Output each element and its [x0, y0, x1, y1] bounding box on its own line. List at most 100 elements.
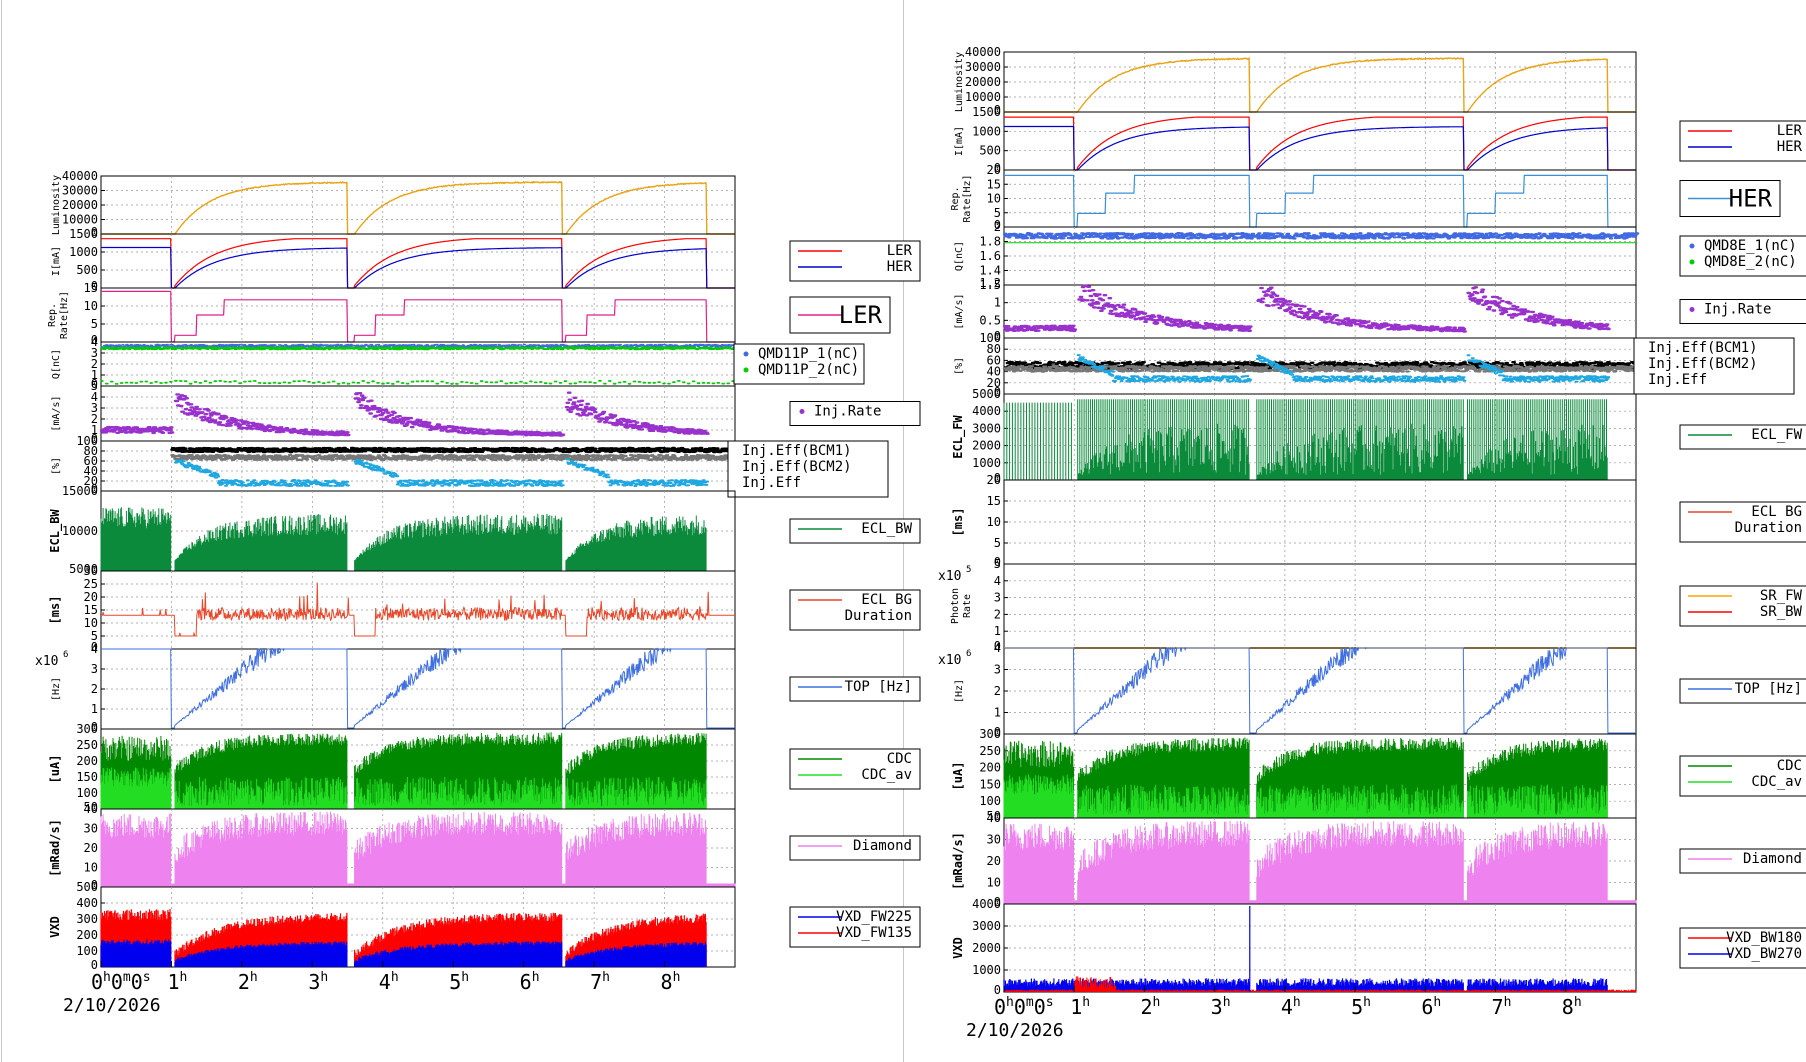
y-tick-label: 30 — [987, 833, 1001, 847]
qmd-2-points — [100, 346, 738, 385]
x-tick-label: 5h — [449, 970, 469, 994]
y-tick-label: 2 — [994, 607, 1001, 621]
date-label: 2/10/2026 — [63, 995, 161, 1016]
right-legend-dia: Diamond — [1679, 848, 1806, 874]
y-tick-label: 1 — [994, 624, 1001, 638]
left-legend-inj: Inj.Rate — [789, 401, 921, 426]
y-axis-label: [mRad/s] — [951, 832, 965, 890]
legend-label: ECL BG — [861, 592, 912, 608]
legend-marker — [799, 409, 805, 414]
right-legend-rep: HER — [1679, 180, 1781, 217]
cdc-av-spikes — [100, 767, 707, 809]
ler-current-line — [101, 238, 735, 289]
y-tick-label: 80 — [987, 342, 1001, 356]
inj-eff-bcm2-points — [170, 453, 739, 462]
legend-label: Inj.Eff(BCM2) — [742, 459, 852, 475]
y-tick-label: 3 — [994, 663, 1001, 677]
y-tick-label: 50 — [987, 809, 1001, 823]
y-multiplier: x10 — [938, 569, 961, 584]
y-axis-label: Rate — [962, 594, 973, 618]
y-tick-label: 0 — [91, 640, 98, 654]
her-current-line — [101, 246, 735, 289]
y-tick-label: 4 — [994, 574, 1001, 588]
y-tick-label: 40000 — [62, 169, 98, 183]
legend-box — [789, 835, 921, 861]
y-multiplier: x10 — [35, 654, 58, 669]
y-axis-label: ECL_BW — [48, 509, 63, 553]
y-tick-label: 1000 — [69, 245, 98, 259]
y-axis-label: [%] — [51, 457, 62, 475]
right-panel-inj: 1.5 1 0.5 0 [mA/s] Inj.Rate — [954, 278, 1806, 343]
legend-label: QMD8E_2(nC) — [1704, 254, 1797, 270]
x-tick-label: 2h — [1140, 995, 1160, 1019]
legend-box — [789, 240, 921, 282]
x-tick-label: 4h — [1281, 995, 1301, 1019]
y-tick-label: 20 — [987, 473, 1001, 487]
y-tick-label: 1 — [91, 423, 98, 437]
y-tick-label: 10 — [84, 616, 98, 630]
y-tick-label: 15 — [987, 494, 1001, 508]
left-panel-ecl: 15000 10000 5000 ECL_BW ECL_BW — [48, 484, 921, 576]
legend-label: Diamond — [1743, 851, 1802, 867]
y-tick-label: 1 — [994, 706, 1001, 720]
y-tick-label: 10 — [987, 515, 1001, 529]
y-tick-label: 150 — [76, 770, 98, 784]
y-tick-label: 0 — [994, 895, 1001, 909]
y-tick-label: 60 — [84, 454, 98, 468]
y-tick-label: 0 — [994, 161, 1001, 175]
date-label: 2/10/2026 — [966, 1020, 1064, 1041]
y-tick-label: 0 — [91, 279, 98, 293]
legend-label: VXD_BW270 — [1726, 946, 1802, 962]
luminosity-line — [101, 180, 735, 235]
y-tick-label: 2 — [91, 682, 98, 696]
y-tick-label: 2 — [91, 412, 98, 426]
legend-label: CDC_av — [1751, 774, 1802, 790]
legend-label: SR_BW — [1760, 604, 1803, 620]
legend-marker — [743, 351, 749, 357]
legend-label: CDC — [1777, 758, 1802, 774]
inj-eff-points — [174, 458, 710, 487]
x-tick-label: 5h — [1351, 995, 1371, 1019]
y-tick-label: 15 — [84, 603, 98, 617]
legend-label: LER — [887, 243, 913, 259]
y-tick-label: 30 — [84, 822, 98, 836]
rep-rate-line — [101, 290, 735, 343]
y-tick-label: 40000 — [965, 45, 1001, 59]
y-tick-label: 0 — [994, 385, 1001, 399]
y-tick-label: 5 — [91, 629, 98, 643]
y-axis-label: [Hz] — [51, 677, 62, 701]
y-tick-label: 15 — [84, 281, 98, 295]
y-axis-label: [mRad/s] — [48, 819, 62, 877]
y-tick-label: 1 — [91, 702, 98, 716]
x-tick-label: 8h — [661, 970, 681, 994]
y-multiplier-exponent: 5 — [966, 565, 971, 575]
y-tick-label: 20 — [987, 376, 1001, 390]
y-tick-label: 20 — [84, 590, 98, 604]
left-time-axis: 0h0m0s 1h 2h 3h 4h 5h 6h 7h 8h 2/10/2026 — [63, 961, 680, 1016]
legend-box — [789, 589, 921, 631]
x-tick-label: 7h — [590, 970, 610, 994]
y-tick-label: 300 — [979, 727, 1001, 741]
y-tick-label: 20 — [84, 474, 98, 488]
y-axis-label: VXD — [951, 937, 965, 959]
y-tick-label: 1500 — [69, 227, 98, 241]
right-legend-inj: Inj.Rate — [1679, 299, 1806, 324]
ecl-bw-spikes — [100, 507, 707, 571]
y-axis-label: [%] — [954, 357, 965, 375]
y-tick-label: 10000 — [965, 90, 1001, 104]
y-tick-label: 250 — [76, 738, 98, 752]
y-axis-label: [ms] — [951, 508, 965, 537]
legend-box — [1679, 299, 1806, 324]
y-axis-label: Rep. — [950, 186, 961, 210]
y-tick-label: 20000 — [62, 198, 98, 212]
y-tick-label: 150 — [979, 777, 1001, 791]
legend-label: SR_FW — [1760, 588, 1803, 604]
legend-label: ECL BG — [1751, 504, 1802, 520]
